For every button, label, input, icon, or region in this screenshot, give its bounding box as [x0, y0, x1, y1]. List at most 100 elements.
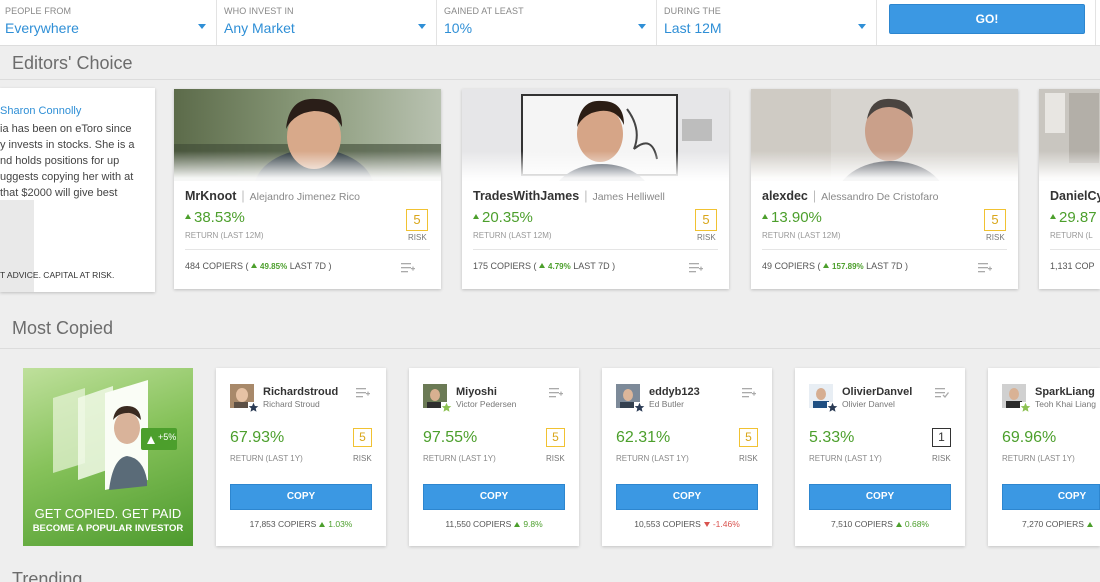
copy-button[interactable]: COPY: [423, 484, 565, 510]
add-to-list-icon[interactable]: [401, 262, 415, 273]
username[interactable]: OlivierDanvel: [842, 386, 913, 398]
during-value: Last 12M: [664, 20, 722, 36]
promo-badge: +5%: [158, 432, 177, 442]
arrow-up-icon: [1086, 522, 1093, 528]
card-divider: [473, 249, 718, 250]
trader-name[interactable]: TradesWithJames | James Helliwell: [473, 189, 665, 203]
add-to-list-icon[interactable]: [689, 262, 703, 273]
intro-line: that $2000 will give best: [0, 187, 118, 199]
username: alexdec: [762, 189, 808, 203]
return-label: RETURN (LAST 1Y): [616, 454, 689, 463]
avatar[interactable]: [809, 384, 833, 408]
go-button[interactable]: GO!: [889, 4, 1085, 34]
risk-label: RISK: [546, 454, 565, 463]
copied-card-richardstroud[interactable]: Richardstroud Richard Stroud 67.93% RETU…: [216, 368, 386, 546]
arrow-up-icon: [762, 214, 768, 220]
copied-card-sparkliang[interactable]: SparkLiang Teoh Khai Liang 69.96% RETURN…: [988, 368, 1100, 546]
card-divider: [185, 249, 430, 250]
copied-card-eddyb123[interactable]: eddyb123 Ed Butler 62.31% RETURN (LAST 1…: [602, 368, 772, 546]
add-to-list-icon[interactable]: [742, 387, 756, 398]
copiers-change: -1.46%: [712, 519, 740, 529]
add-to-list-icon[interactable]: [978, 262, 992, 273]
add-to-list-icon[interactable]: [549, 387, 563, 398]
invest-in-value: Any Market: [224, 20, 295, 36]
during-dropdown[interactable]: DURING THE Last 12M: [657, 0, 877, 45]
copy-button[interactable]: COPY: [1002, 484, 1100, 510]
editor-intro-card[interactable]: Sharon Connolly ia has been on eToro sin…: [0, 88, 155, 292]
intro-line: nd holds positions for up: [0, 155, 120, 167]
copiers-period: LAST 7D ): [287, 261, 332, 271]
editor-card-alexdec[interactable]: alexdec | Alessandro De Cristofaro 13.90% …: [751, 89, 1018, 289]
people-from-label: PEOPLE FROM: [5, 6, 72, 16]
risk-score: 5: [406, 209, 428, 231]
copiers-info: 11,550 COPIERS 9.8%: [409, 519, 579, 529]
trader-name[interactable]: alexdec | Alessandro De Cristofaro: [762, 189, 938, 203]
intro-shade: [0, 200, 34, 292]
copiers-count: 7,270 COPIERS: [1022, 519, 1084, 529]
copy-button[interactable]: COPY: [230, 484, 372, 510]
copiers-info: 7,510 COPIERS 0.68%: [795, 519, 965, 529]
editors-choice-title: Editors' Choice: [12, 53, 133, 73]
editor-card-mrknoot[interactable]: MrKnoot | Alejandro Jimenez Rico 38.53% RE…: [174, 89, 441, 289]
chevron-down-icon: [418, 24, 426, 29]
trader-name[interactable]: MrKnoot | Alejandro Jimenez Rico: [185, 189, 360, 203]
risk-score: 5: [353, 428, 372, 447]
username: MrKnoot: [185, 189, 237, 203]
copiers-count: 484 COPIERS (: [185, 261, 249, 271]
arrow-up-icon: [539, 262, 546, 268]
editor-card-danielcy[interactable]: DanielCy 29.87 RETURN (L 1,131 COP: [1039, 89, 1100, 289]
arrow-up-icon: [514, 522, 521, 528]
intro-line: uggests copying her with at: [0, 171, 134, 183]
risk-label: RISK: [932, 454, 951, 463]
real-name: James Helliwell: [592, 191, 665, 203]
copiers-info: 484 COPIERS ( 49.85% LAST 7D ): [185, 261, 332, 271]
editor-card-tradeswithjames[interactable]: TradesWithJames | James Helliwell 20.35% R…: [462, 89, 729, 289]
return-label: RETURN (LAST 1Y): [230, 454, 303, 463]
arrow-up-icon: [185, 214, 191, 220]
people-from-dropdown[interactable]: PEOPLE FROM Everywhere: [0, 0, 217, 45]
username[interactable]: SparkLiang: [1035, 386, 1095, 398]
during-label: DURING THE: [664, 6, 721, 16]
arrow-up-icon: [473, 214, 479, 220]
copied-card-olivierdanvel[interactable]: OlivierDanvel Olivier Danvel 5.33% RETUR…: [795, 368, 965, 546]
add-to-list-icon[interactable]: [356, 387, 370, 398]
risk-label: RISK: [697, 233, 716, 242]
copy-button[interactable]: COPY: [616, 484, 758, 510]
risk-label: RISK: [739, 454, 758, 463]
trader-name[interactable]: DanielCy: [1050, 189, 1100, 203]
copied-card-miyoshi[interactable]: Miyoshi Victor Pedersen 97.55% RETURN (L…: [409, 368, 579, 546]
copiers-change: 157.89%: [832, 262, 864, 271]
return-text: 29.87: [1059, 209, 1097, 226]
copy-button[interactable]: COPY: [809, 484, 951, 510]
copiers-count: 7,510 COPIERS: [831, 519, 893, 529]
return-value: 69.96%: [1002, 429, 1057, 446]
username[interactable]: Richardstroud: [263, 386, 339, 398]
copiers-count: 10,553 COPIERS: [634, 519, 701, 529]
username[interactable]: eddyb123: [649, 386, 700, 398]
divider: [1095, 0, 1096, 45]
avatar[interactable]: [1002, 384, 1026, 408]
gained-label: GAINED AT LEAST: [444, 6, 524, 16]
gained-dropdown[interactable]: GAINED AT LEAST 10%: [437, 0, 657, 45]
return-value: 62.31%: [616, 429, 671, 446]
watchlist-check-icon[interactable]: [935, 387, 949, 398]
chevron-down-icon: [638, 24, 646, 29]
copiers-count: 11,550 COPIERS: [445, 519, 512, 529]
return-value: 67.93%: [230, 429, 285, 446]
copiers-change: 1.03%: [328, 519, 353, 529]
arrow-up-icon: [319, 522, 326, 528]
username[interactable]: Miyoshi: [456, 386, 497, 398]
invest-in-dropdown[interactable]: WHO INVEST IN Any Market: [217, 0, 437, 45]
copiers-info: 7,270 COPIERS: [1022, 519, 1100, 529]
intro-text: ia has been on eToro since y invests in …: [0, 121, 140, 201]
real-name: Teoh Khai Liang: [1035, 399, 1096, 409]
return-value: 38.53%: [185, 209, 245, 226]
copiers-count: 49 COPIERS (: [762, 261, 821, 271]
risk-label: RISK: [986, 233, 1005, 242]
return-label: RETURN (L: [1050, 231, 1093, 240]
promo-illustration: [53, 380, 177, 490]
return-value: 13.90%: [762, 209, 822, 226]
section-divider: [0, 348, 1100, 349]
popular-investor-promo[interactable]: +5% GET COPIED. GET PAID BECOME A POPULA…: [23, 368, 193, 546]
intro-name[interactable]: Sharon Connolly: [0, 105, 82, 117]
